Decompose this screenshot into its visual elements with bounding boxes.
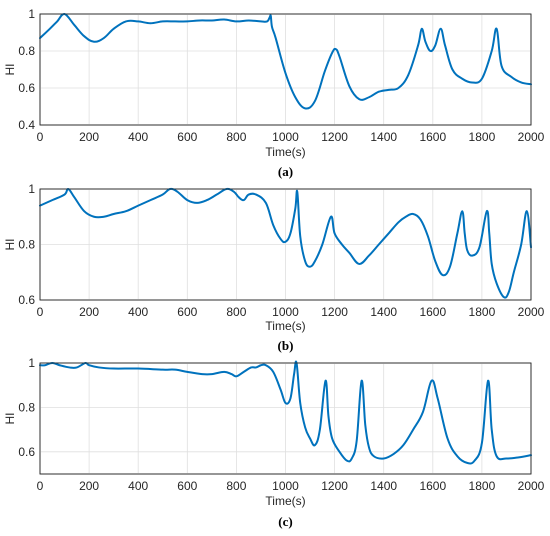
x-tick-label: 200 bbox=[79, 479, 99, 493]
y-tick-label: 0.6 bbox=[18, 445, 35, 459]
y-tick-label: 0.8 bbox=[18, 238, 35, 252]
y-axis-label: HI bbox=[3, 239, 17, 251]
hi-series-line bbox=[39, 360, 532, 465]
x-tick-label: 1800 bbox=[469, 130, 496, 144]
y-tick-label: 1 bbox=[28, 182, 35, 196]
x-tick-label: 0 bbox=[37, 305, 44, 319]
x-tick-label: 1600 bbox=[419, 479, 446, 493]
x-tick-label: 400 bbox=[128, 305, 148, 319]
x-tick-label: 1200 bbox=[321, 305, 348, 319]
x-tick-label: 0 bbox=[37, 479, 44, 493]
y-axis-label: HI bbox=[3, 64, 17, 76]
x-tick-label: 200 bbox=[79, 305, 99, 319]
plot-frame bbox=[39, 362, 532, 475]
x-axis-label: Time(s) bbox=[265, 494, 305, 508]
x-tick-label: 0 bbox=[37, 130, 44, 144]
x-tick-label: 2000 bbox=[518, 130, 545, 144]
x-tick-label: 1400 bbox=[370, 305, 397, 319]
x-tick-label: 200 bbox=[79, 130, 99, 144]
x-tick-label: 1000 bbox=[272, 305, 299, 319]
x-tick-label: 1200 bbox=[321, 130, 348, 144]
y-tick-label: 0.6 bbox=[18, 81, 35, 95]
x-axis-label: Time(s) bbox=[265, 319, 305, 333]
hi-series-line bbox=[39, 12, 532, 110]
x-tick-label: 400 bbox=[128, 479, 148, 493]
y-axis-label: HI bbox=[3, 413, 17, 425]
x-tick-label: 2000 bbox=[518, 479, 545, 493]
y-tick-label: 1 bbox=[28, 7, 35, 21]
x-tick-label: 1800 bbox=[469, 479, 496, 493]
y-tick-label: 0.4 bbox=[18, 118, 35, 132]
y-tick-label: 0.8 bbox=[18, 44, 35, 58]
x-tick-label: 1600 bbox=[419, 130, 446, 144]
y-tick-label: 1 bbox=[28, 356, 35, 370]
x-tick-label: 600 bbox=[177, 479, 197, 493]
x-tick-label: 800 bbox=[226, 305, 246, 319]
chart-panel-b: 0 200 400 600 800 1000 1200 1400 1600 1800 2000 0.6… bbox=[3, 182, 545, 353]
panel-caption: (c) bbox=[278, 514, 292, 529]
x-tick-label: 1600 bbox=[419, 305, 446, 319]
x-tick-label: 400 bbox=[128, 130, 148, 144]
plot-frame bbox=[39, 188, 532, 301]
chart-panel-a: 0 200 400 600 800 1000 1200 1400 1600 1800 2000 0.4… bbox=[3, 7, 545, 179]
y-tick-label: 0.8 bbox=[18, 400, 35, 414]
x-tick-label: 1800 bbox=[469, 305, 496, 319]
x-tick-label: 2000 bbox=[518, 305, 545, 319]
x-tick-label: 600 bbox=[177, 305, 197, 319]
x-tick-label: 1000 bbox=[272, 130, 299, 144]
y-tick-label: 0.6 bbox=[18, 293, 35, 307]
x-tick-label: 800 bbox=[226, 479, 246, 493]
x-tick-label: 600 bbox=[177, 130, 197, 144]
hi-series-line bbox=[39, 187, 532, 299]
x-tick-label: 800 bbox=[226, 130, 246, 144]
x-tick-label: 1400 bbox=[370, 130, 397, 144]
chart-panel-c: 0 200 400 600 800 1000 1200 1400 1600 1800 2000 0.6… bbox=[3, 356, 545, 529]
panel-caption: (a) bbox=[278, 164, 293, 179]
x-axis-label: Time(s) bbox=[265, 145, 305, 159]
x-tick-label: 1000 bbox=[272, 479, 299, 493]
panel-caption: (b) bbox=[278, 338, 294, 353]
x-tick-label: 1400 bbox=[370, 479, 397, 493]
plot-frame bbox=[39, 13, 532, 126]
x-tick-label: 1200 bbox=[321, 479, 348, 493]
